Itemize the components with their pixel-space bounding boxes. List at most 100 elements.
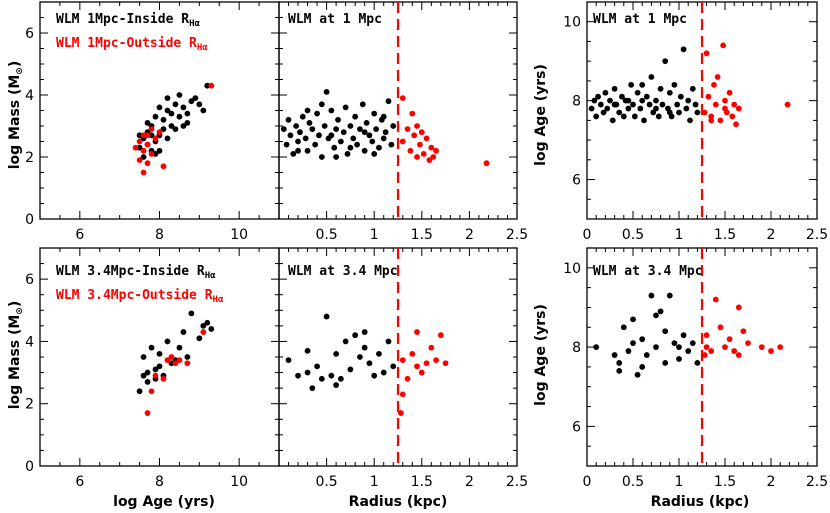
data-point [407, 147, 414, 154]
y-tick-label: 2 [25, 397, 34, 413]
data-point [685, 348, 692, 354]
panel-bottom-middle: 0.5 1 1.5 2 2.5 [278, 247, 528, 490]
data-point [634, 89, 641, 96]
y-tick-label: 6 [572, 173, 581, 189]
data-point [352, 332, 359, 339]
data-point [156, 363, 163, 370]
data-point [371, 110, 378, 117]
data-point [337, 375, 344, 382]
data-point [172, 360, 179, 367]
x-tick-label: 0.5 [315, 227, 337, 243]
data-point [140, 132, 147, 139]
x-tick-label: 2 [767, 474, 776, 490]
data-point [333, 126, 340, 132]
data-point [442, 360, 449, 367]
data-point [409, 110, 416, 117]
data-point [423, 360, 430, 367]
data-point [428, 344, 435, 351]
data-point [148, 132, 155, 139]
x-tick-label: 2.5 [806, 227, 828, 243]
data-point [639, 336, 646, 343]
y-tick-label: 0 [25, 212, 34, 228]
xlabel-bottom-left: log Age (yrs) [113, 494, 215, 510]
data-point [136, 144, 143, 151]
data-point [687, 117, 693, 124]
ylabel-top-mass: log Mass (M⊙) [7, 61, 25, 170]
data-point [483, 160, 490, 167]
data-point [297, 129, 303, 136]
data-point [132, 144, 139, 151]
data-point [674, 101, 681, 108]
data-point [306, 120, 313, 126]
data-point [369, 138, 376, 145]
data-point [312, 141, 319, 148]
data-point [437, 332, 444, 339]
panel-top-left: 6 8 10 0 2 4 6 [25, 1, 280, 243]
data-point [144, 369, 151, 376]
x-tick-label: 0 [583, 227, 592, 243]
data-point [385, 338, 392, 345]
data-point [625, 97, 632, 104]
data-point [160, 116, 167, 123]
data-point [648, 74, 655, 80]
data-point [701, 109, 708, 116]
data-point [144, 160, 151, 167]
y-tick-label: 0 [25, 459, 34, 475]
data-point [148, 151, 155, 157]
data-point [620, 113, 627, 120]
data-point [607, 97, 613, 104]
data-point [192, 95, 199, 101]
data-point [361, 344, 368, 351]
data-point [628, 81, 635, 88]
x-tick-label: 2 [465, 227, 474, 243]
data-point [643, 352, 650, 358]
data-point [148, 126, 155, 132]
data-point [729, 113, 736, 120]
data-point [416, 141, 423, 148]
data-point [160, 375, 167, 382]
x-tick-label: 2.5 [506, 227, 528, 243]
data-point [204, 82, 211, 89]
data-point [722, 344, 728, 350]
y-tick-label: 6 [25, 26, 34, 42]
data-point [418, 369, 425, 376]
data-point [717, 117, 724, 124]
data-point [768, 348, 774, 354]
data-point [597, 101, 604, 108]
data-point [204, 319, 211, 326]
x-tick-label: 6 [75, 474, 84, 490]
data-point [731, 348, 738, 354]
legend-top-outside: WLM 1Mpc-Outside RHα [56, 36, 208, 53]
data-point [140, 354, 147, 360]
data-point [318, 101, 325, 108]
data-point [371, 372, 378, 379]
data-point [380, 113, 387, 120]
data-point [144, 379, 151, 385]
data-point [428, 144, 435, 151]
y-tick-label: 4 [25, 88, 34, 104]
data-point [180, 123, 187, 129]
data-point [304, 147, 311, 154]
legend-bottom-right-title: WLM at 3.4 Mpc [593, 264, 703, 279]
data-point [683, 105, 690, 112]
data-point [302, 135, 309, 142]
data-point [160, 126, 167, 132]
data-point [676, 109, 682, 116]
data-point [164, 135, 171, 142]
data-point [703, 344, 710, 350]
data-point [366, 132, 373, 139]
x-tick-label: 8 [155, 474, 164, 490]
data-point [156, 147, 163, 154]
data-point [689, 340, 696, 347]
data-point [342, 104, 349, 111]
data-point [314, 110, 320, 117]
data-point [390, 363, 397, 370]
data-point [593, 113, 600, 120]
data-point [196, 335, 203, 342]
data-point [376, 350, 382, 357]
data-point [164, 107, 171, 114]
data-point [328, 107, 335, 114]
data-point [382, 129, 389, 136]
